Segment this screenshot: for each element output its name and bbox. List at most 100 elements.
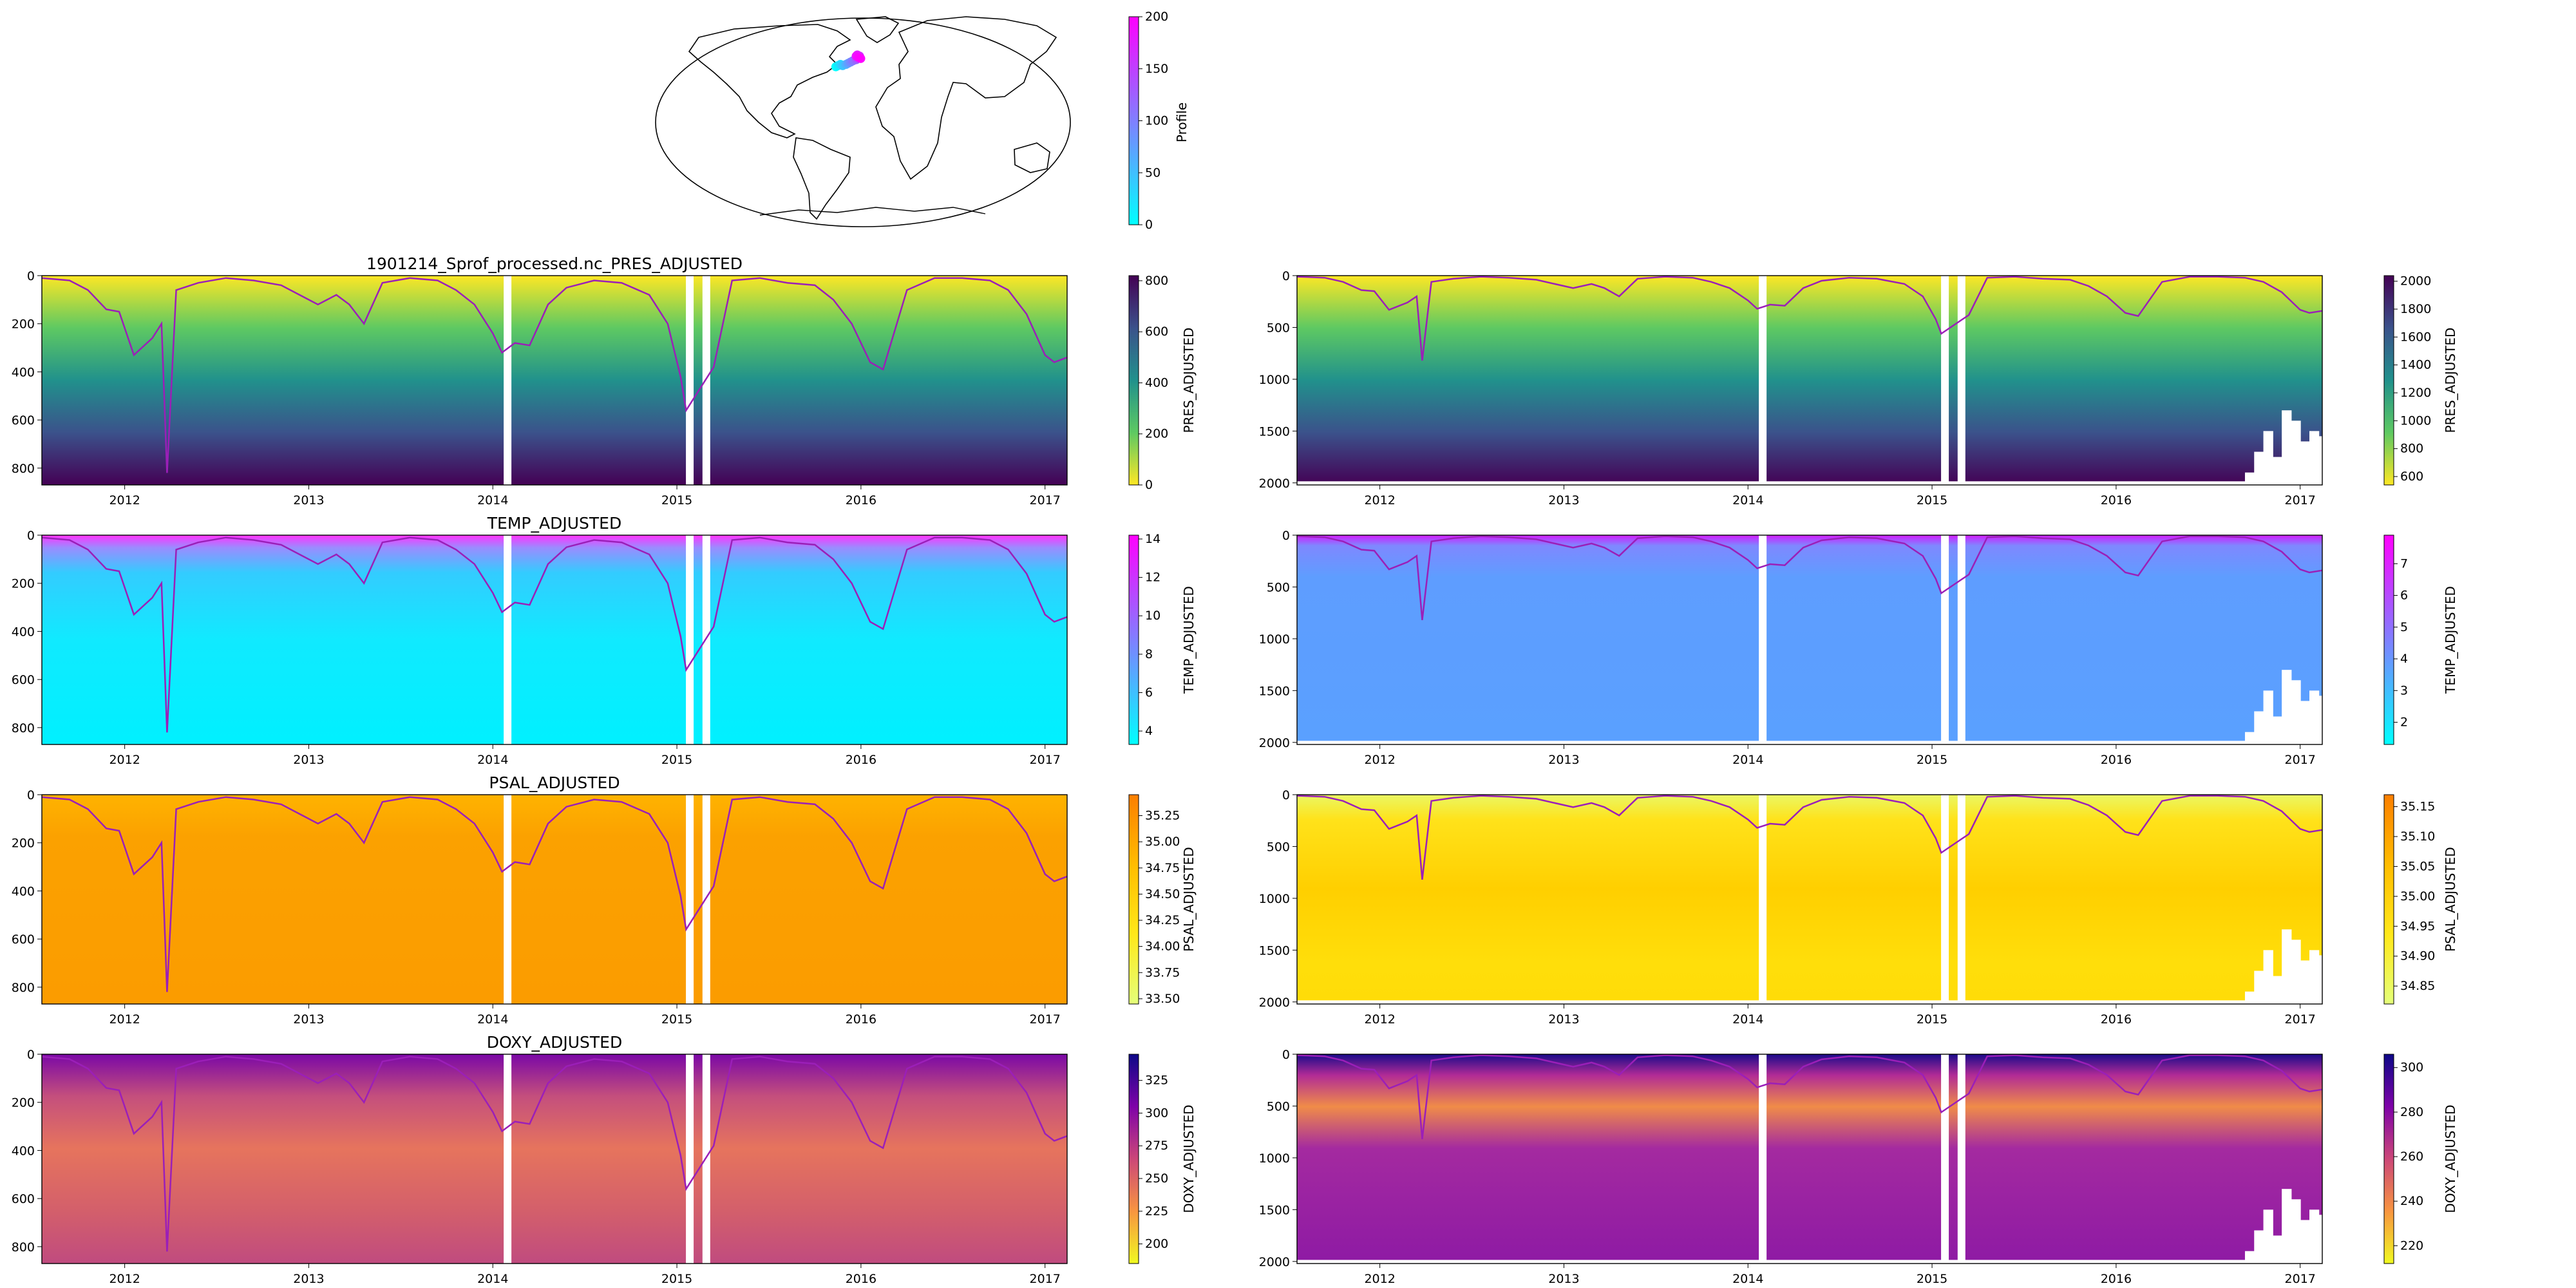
missing-deep-data	[2309, 950, 2320, 1004]
colorbar-tick-label: 1600	[2400, 330, 2431, 344]
colorbar-tick-label: 34.00	[1145, 940, 1180, 954]
x-tick-label: 2017	[1030, 493, 1061, 507]
x-tick-label: 2017	[1030, 1012, 1061, 1027]
colorbar-tick-label: 35.00	[2400, 889, 2435, 904]
colorbar-tick-label: 280	[2400, 1105, 2423, 1119]
colorbar-label: PSAL_ADJUSTED	[2443, 847, 2458, 952]
colorbar-tick-label: 33.75	[1145, 965, 1180, 980]
map-panel	[655, 16, 1071, 227]
x-tick-label: 2012	[109, 493, 140, 507]
y-tick-label: 0	[27, 1048, 35, 1062]
x-tick-label: 2017	[2285, 1272, 2316, 1286]
missing-deep-data	[2282, 410, 2292, 485]
missing-deep-data	[1297, 1260, 2322, 1264]
y-tick-label: 1000	[1259, 892, 1290, 906]
x-tick-label: 2015	[661, 753, 692, 767]
colorbar-fill	[1128, 794, 1139, 1005]
colorbar-fill	[1128, 1054, 1139, 1264]
data-gap	[686, 1054, 694, 1264]
y-tick-label: 600	[12, 933, 35, 947]
y-tick-label: 0	[27, 529, 35, 543]
data-gap	[1957, 1054, 1965, 1264]
data-gap	[702, 795, 710, 1004]
x-tick-label: 2013	[293, 753, 324, 767]
colorbar-fill	[1128, 535, 1139, 745]
y-tick-label: 400	[12, 884, 35, 898]
data-gap	[504, 276, 512, 485]
colorbar-tick-label: 0	[1145, 478, 1153, 492]
y-tick-label: 500	[1267, 1099, 1290, 1113]
heatmap-field	[42, 1054, 1067, 1264]
y-tick-label: 1500	[1259, 1203, 1290, 1217]
colorbar-tick-label: 325	[1145, 1074, 1168, 1088]
y-tick-label: 2000	[1259, 1255, 1290, 1269]
y-tick-label: 400	[12, 365, 35, 379]
data-gap	[1759, 535, 1767, 744]
x-tick-label: 2016	[2101, 1012, 2132, 1027]
missing-deep-data	[2263, 431, 2273, 485]
panel-pres_deep: 0 500 1000 1500 2000 2012 2013 2014 2015 2016 2017…	[1259, 269, 2458, 507]
x-tick-label: 2017	[2285, 753, 2316, 767]
data-gap	[686, 535, 694, 744]
colorbar-fill	[2383, 275, 2394, 486]
missing-deep-data	[2291, 1199, 2301, 1264]
colorbar-tick-label: 150	[1145, 62, 1168, 76]
y-tick-label: 0	[1282, 788, 1290, 802]
track-point	[856, 53, 866, 63]
australia-landmass	[1014, 142, 1050, 173]
data-gap	[1941, 1054, 1949, 1264]
missing-deep-data	[2300, 960, 2310, 1004]
mixed-layer-depth-line	[41, 1056, 1068, 1252]
missing-deep-data	[1297, 481, 2322, 485]
x-tick-label: 2017	[2285, 493, 2316, 507]
missing-deep-data	[2291, 940, 2301, 1004]
y-tick-label: 2000	[1259, 996, 1290, 1010]
colorbar-tick-label: 10	[1145, 609, 1160, 623]
axes-frame	[41, 535, 1068, 745]
colorbar-tick-label: 800	[2400, 442, 2423, 456]
colorbar-tick-label: 1000	[2400, 413, 2431, 428]
x-tick-label: 2012	[1364, 493, 1395, 507]
data-gap	[1941, 795, 1949, 1004]
x-tick-label: 2016	[846, 753, 876, 767]
colorbar-tick-label: 600	[2400, 469, 2423, 484]
colorbar-tick-label: 3	[2400, 683, 2408, 697]
panel-psal_shallow: 0 200 400 600 800 2012 2013 2014 2015 2016 2017 PSA…	[12, 773, 1197, 1027]
colorbar-tick-label: 250	[1145, 1171, 1168, 1186]
colorbar-fill	[2383, 1054, 2394, 1264]
heatmap-field	[1297, 535, 2322, 744]
missing-deep-data	[2300, 441, 2310, 485]
x-tick-label: 2016	[2101, 493, 2132, 507]
y-tick-label: 2000	[1259, 477, 1290, 491]
x-tick-label: 2016	[2101, 1272, 2132, 1286]
missing-deep-data	[2318, 436, 2329, 485]
missing-deep-data	[2282, 1189, 2292, 1264]
heatmap-field	[42, 795, 1067, 1004]
panel-title: DOXY_ADJUSTED	[487, 1033, 622, 1052]
colorbar-label: PRES_ADJUSTED	[1181, 328, 1197, 433]
y-tick-label: 400	[12, 625, 35, 639]
axes-frame	[1296, 794, 2323, 1005]
panel-doxy_deep: 0 500 1000 1500 2000 2012 2013 2014 2015 2016 2017…	[1259, 1048, 2458, 1286]
y-tick-label: 0	[27, 269, 35, 283]
panel-doxy_shallow: 0 200 400 600 800 2012 2013 2014 2015 2016 2017 DOX…	[12, 1033, 1197, 1286]
missing-deep-data	[1297, 741, 2322, 744]
eurasia-africa-landmass	[875, 16, 1057, 180]
colorbar-tick-label: 1400	[2400, 358, 2431, 372]
float-track	[831, 50, 866, 71]
y-tick-label: 1500	[1259, 684, 1290, 698]
colorbar-tick-label: 8	[1145, 647, 1153, 661]
data-gap	[504, 1054, 512, 1264]
x-tick-label: 2017	[1030, 1272, 1061, 1286]
x-tick-label: 2012	[109, 1012, 140, 1027]
x-tick-label: 2014	[477, 753, 508, 767]
colorbar-tick-label: 600	[1145, 325, 1168, 339]
map-colorbar-label: Profile	[1174, 102, 1189, 142]
missing-deep-data	[2282, 670, 2292, 744]
missing-deep-data	[2318, 696, 2329, 744]
missing-deep-data	[2291, 680, 2301, 744]
x-tick-label: 2014	[1732, 493, 1763, 507]
mixed-layer-depth-line	[41, 277, 1068, 473]
colorbar-tick-label: 34.85	[2400, 979, 2435, 993]
x-tick-label: 2012	[109, 753, 140, 767]
